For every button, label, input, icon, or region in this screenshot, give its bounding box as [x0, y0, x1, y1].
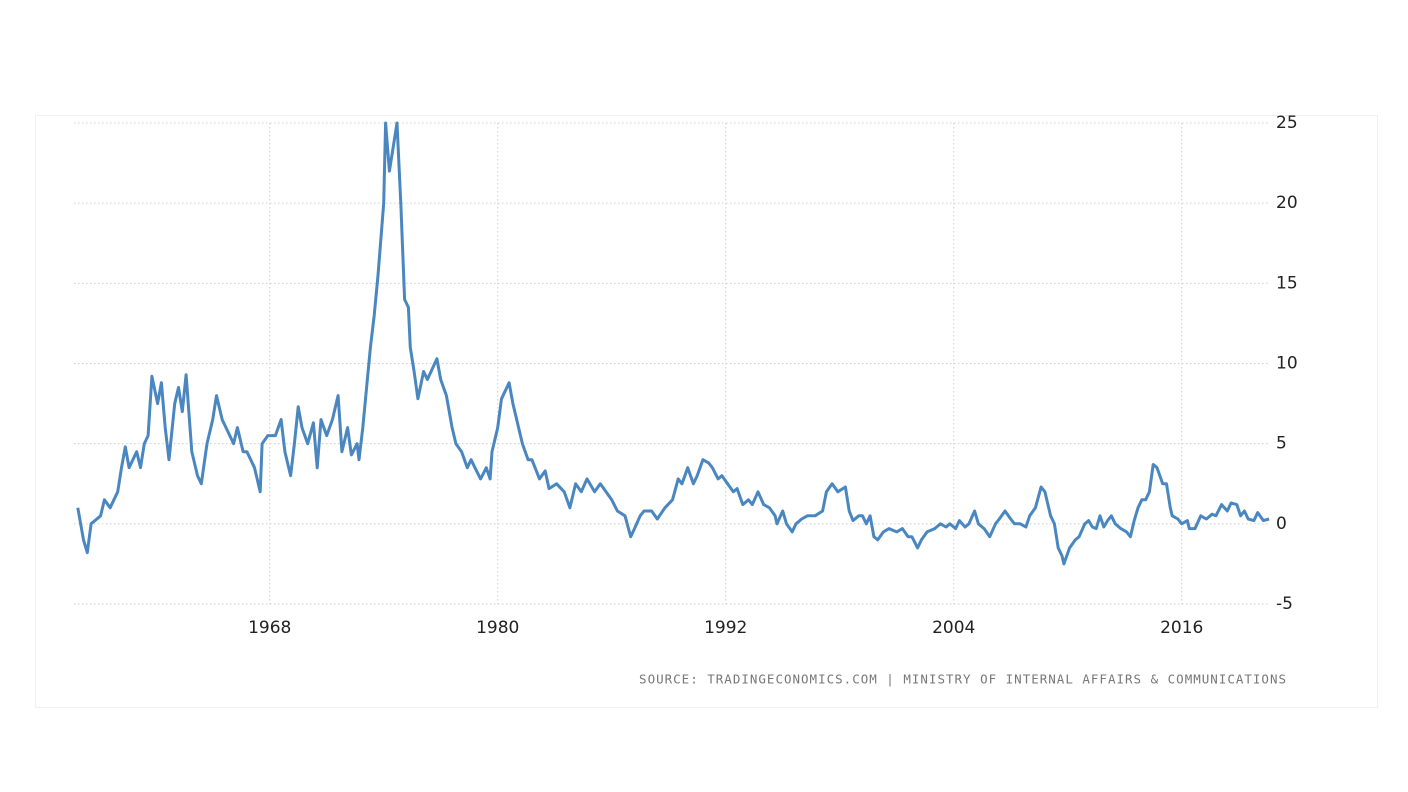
data-line: [76, 121, 1270, 566]
x-tick-label: 1968: [248, 618, 291, 638]
x-tick-label: 2016: [1160, 618, 1203, 638]
y-tick-label: 10: [1276, 354, 1298, 374]
y-tick-label: 15: [1276, 273, 1298, 293]
panel: [35, 115, 1378, 708]
y-tick-label: 20: [1276, 193, 1298, 213]
y-tick-label: 25: [1276, 113, 1298, 133]
x-tick-label: 1992: [704, 618, 747, 638]
y-tick-label: 0: [1276, 514, 1287, 534]
x-tick-label: 2004: [932, 618, 975, 638]
y-tick-label: -5: [1276, 594, 1293, 614]
source-note: SOURCE: TRADINGECONOMICS.COM | MINISTRY …: [639, 672, 1287, 687]
x-tick-label: 1980: [476, 618, 519, 638]
y-tick-label: 5: [1276, 434, 1287, 454]
